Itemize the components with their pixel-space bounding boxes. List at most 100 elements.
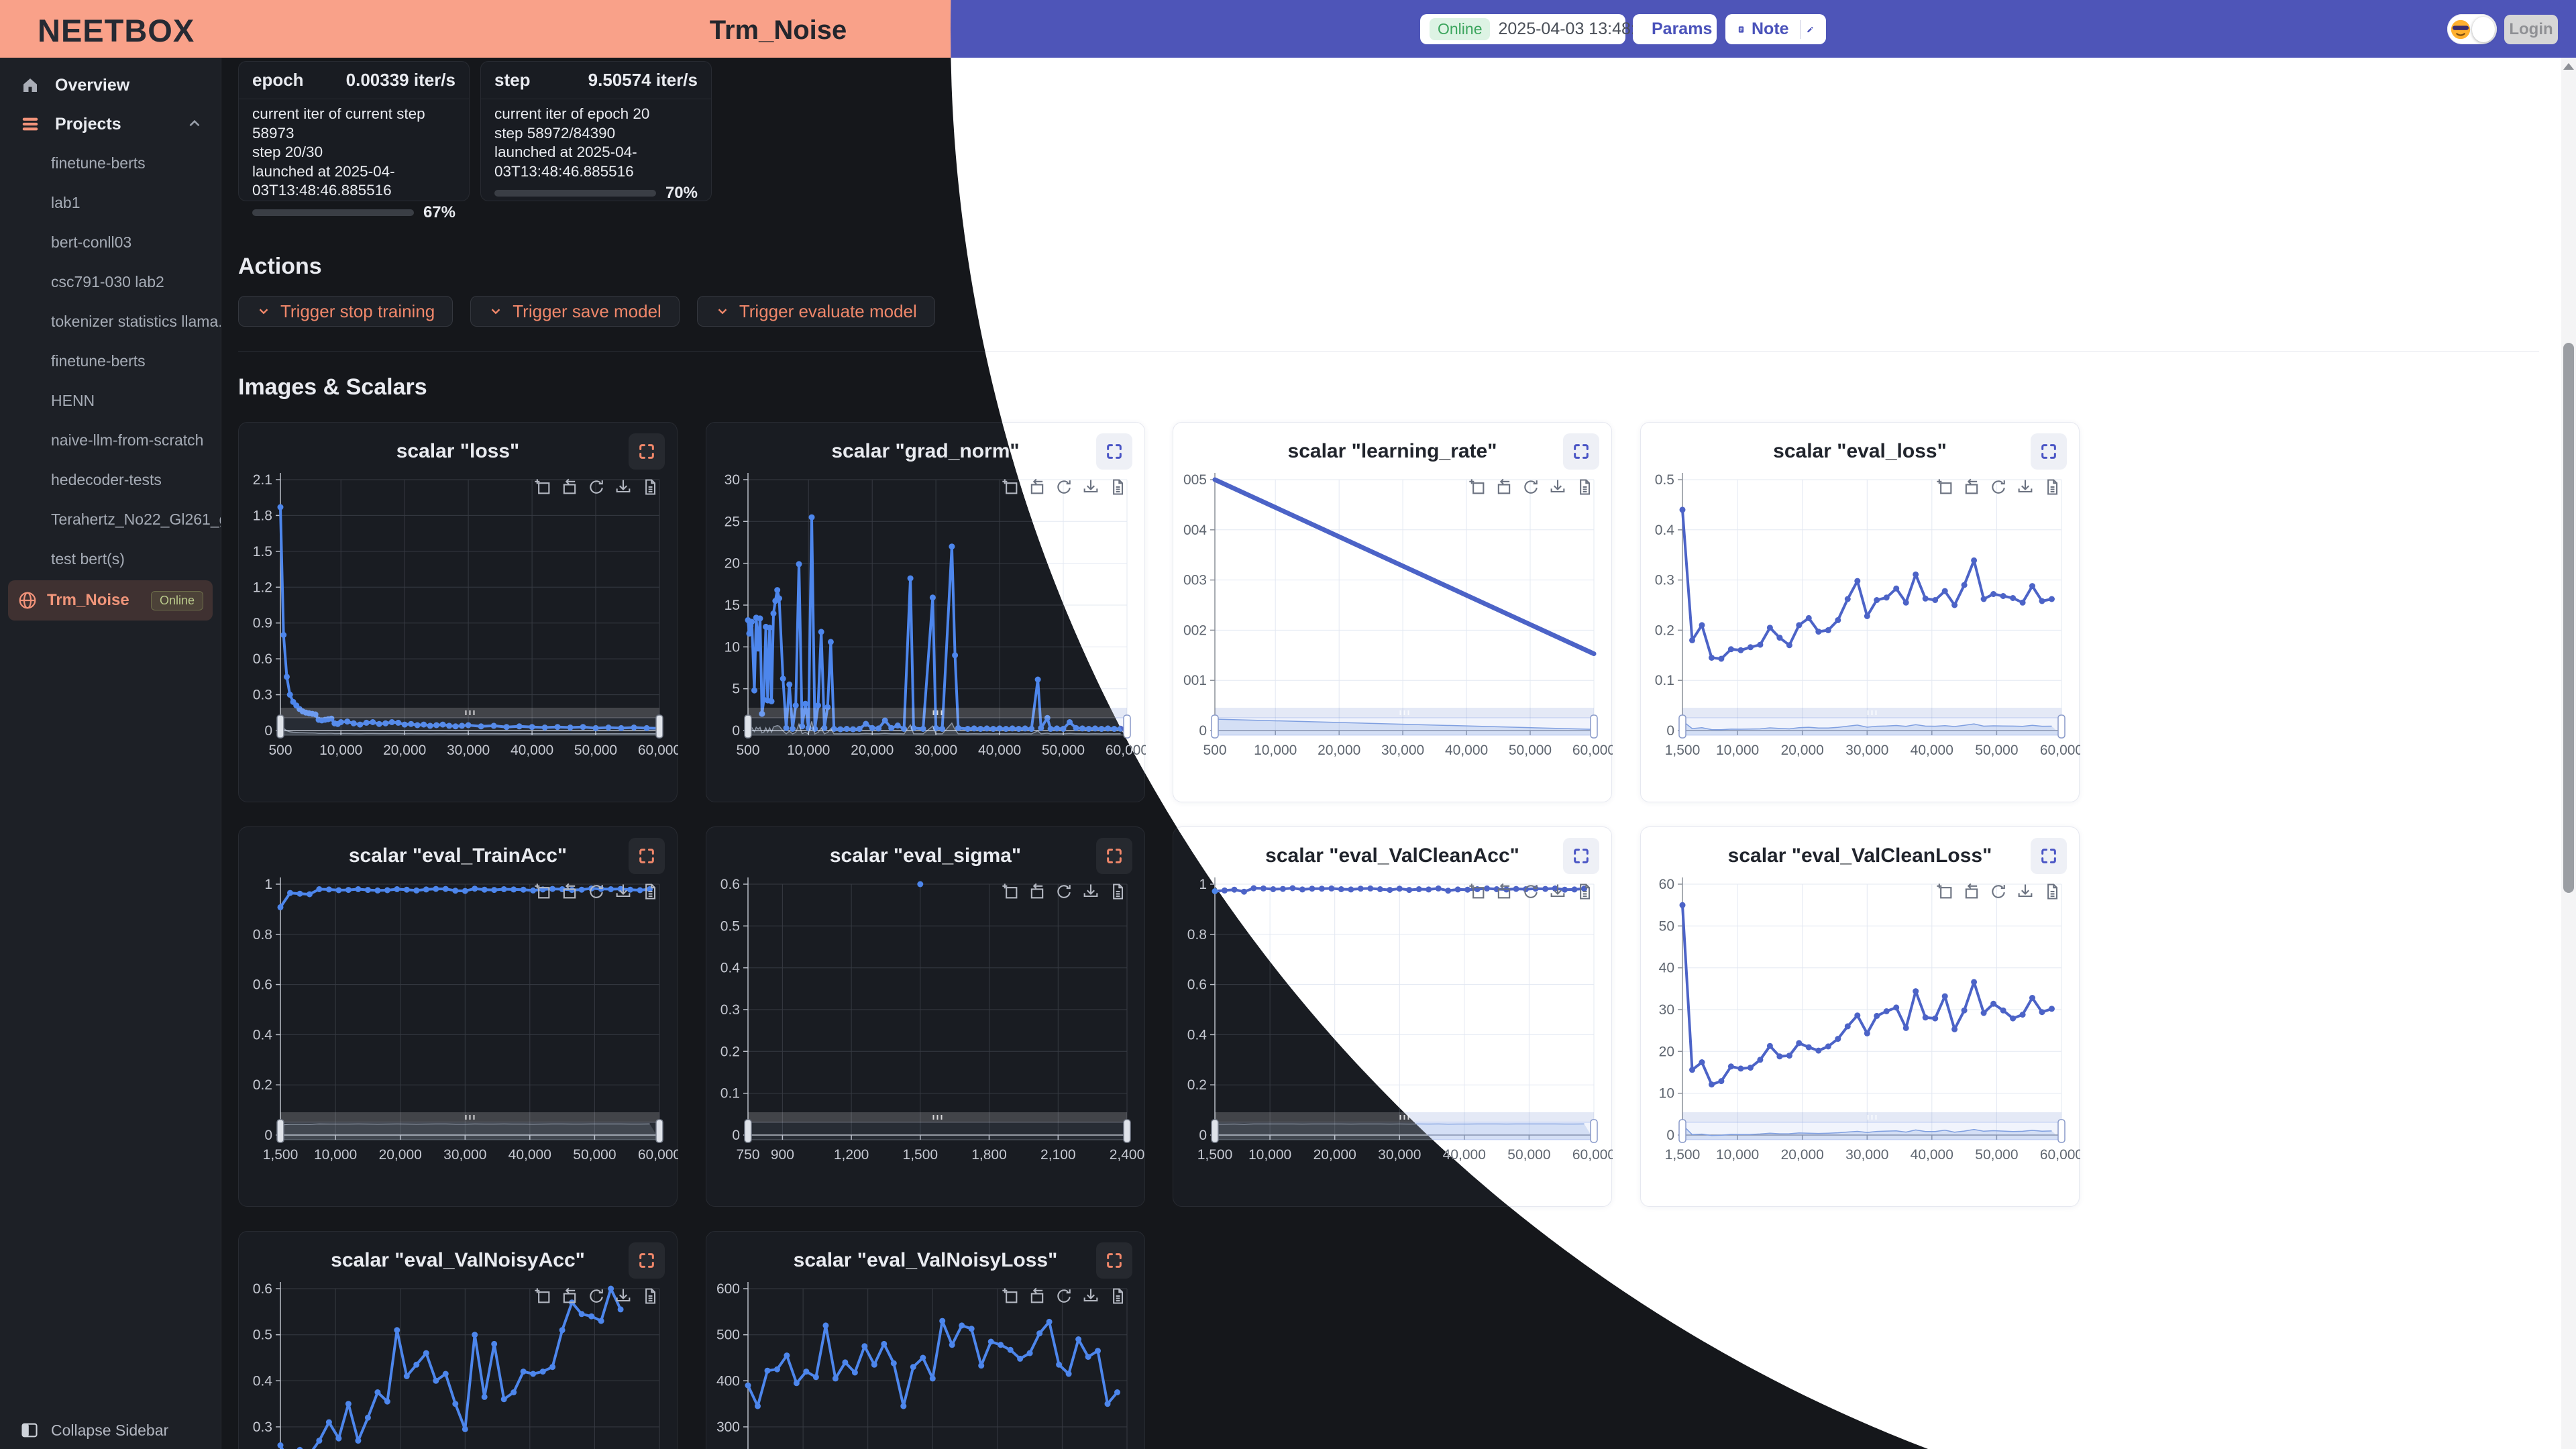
data-view-icon[interactable]	[1108, 478, 1127, 496]
active-project-name: Trm_Noise	[47, 591, 129, 609]
online-badge: Online	[150, 590, 203, 610]
expand-icon[interactable]	[629, 838, 665, 874]
sidebar-project-item[interactable]: csc791-030 lab2	[51, 273, 164, 290]
download-icon[interactable]	[1081, 1287, 1100, 1305]
refresh-icon[interactable]	[1055, 1287, 1073, 1305]
expand-icon[interactable]	[2031, 433, 2067, 470]
login-button[interactable]: Login	[2504, 15, 2558, 44]
download-icon[interactable]	[614, 1287, 633, 1305]
menu-icon	[22, 117, 38, 131]
download-icon[interactable]	[2016, 882, 2035, 901]
params-button[interactable]: Params	[1633, 14, 1717, 44]
data-view-icon[interactable]	[1108, 882, 1127, 901]
scrollbar[interactable]	[2561, 58, 2576, 1449]
download-icon[interactable]	[1081, 478, 1100, 496]
download-icon[interactable]	[614, 882, 633, 901]
download-icon[interactable]	[614, 478, 633, 496]
data-view-icon[interactable]	[1108, 1287, 1127, 1305]
refresh-icon[interactable]	[1521, 882, 1540, 901]
data-view-icon[interactable]	[1575, 478, 1594, 496]
expand-icon[interactable]	[2031, 838, 2067, 874]
toggle-knob[interactable]	[2472, 16, 2495, 42]
sidebar-project-item[interactable]: test bert(s)	[51, 550, 125, 568]
data-view-icon[interactable]	[641, 882, 659, 901]
sidebar-item-overview[interactable]: Overview	[0, 66, 221, 105]
zoom-box-icon[interactable]	[1468, 478, 1487, 496]
expand-icon[interactable]	[1096, 1242, 1132, 1279]
expand-icon[interactable]	[629, 1242, 665, 1279]
refresh-icon[interactable]	[587, 1287, 606, 1305]
chart-card-eval_ValCleanLoss: 1,500 10,000 20,000 30,000 40,000 50,000 60,00…	[1640, 826, 2080, 1207]
sidebar-project-item[interactable]: lab1	[51, 194, 80, 211]
actions-row: Trigger stop training Trigger save model T…	[238, 296, 935, 327]
restore-icon[interactable]	[1962, 882, 1981, 901]
restore-icon[interactable]	[1962, 478, 1981, 496]
data-view-icon[interactable]	[1575, 882, 1594, 901]
restore-icon[interactable]	[560, 478, 579, 496]
run-select[interactable]: Online 2025-04-03 13:48:43	[1420, 14, 1654, 44]
refresh-icon[interactable]	[1989, 478, 2008, 496]
scrollbar-thumb[interactable]	[2563, 343, 2574, 893]
restore-icon[interactable]	[560, 882, 579, 901]
refresh-icon[interactable]	[587, 478, 606, 496]
restore-icon[interactable]	[560, 1287, 579, 1305]
data-view-icon[interactable]	[2043, 478, 2061, 496]
note-button[interactable]: Note	[1725, 14, 1826, 44]
zoom-box-icon[interactable]	[1001, 882, 1020, 901]
chart-card-eval_sigma: 750 900 1,200 1,500 1,800 2,100 2,400 0 0.1 0.2 0.…	[706, 826, 1145, 1207]
restore-icon[interactable]	[1028, 1287, 1046, 1305]
expand-icon[interactable]	[1096, 433, 1132, 470]
sidebar-project-item[interactable]: finetune-berts	[51, 352, 146, 370]
zoom-box-icon[interactable]	[1935, 882, 1954, 901]
collapse-sidebar-button[interactable]: Collapse Sidebar	[20, 1421, 168, 1440]
zoom-box-icon[interactable]	[1935, 478, 1954, 496]
globe-icon	[19, 592, 36, 609]
download-icon[interactable]	[2016, 478, 2035, 496]
svg-text:60: 60	[1659, 877, 1674, 892]
sidebar-project-item[interactable]: Terahertz_No22_Gl261_gl...	[51, 511, 221, 528]
refresh-icon[interactable]	[1989, 882, 2008, 901]
expand-icon[interactable]	[629, 433, 665, 470]
theme-toggle[interactable]	[2447, 14, 2497, 44]
restore-icon[interactable]	[1495, 478, 1513, 496]
page-title: Trm_Noise	[709, 15, 847, 45]
refresh-icon[interactable]	[1055, 478, 1073, 496]
zoom-box-icon[interactable]	[533, 882, 552, 901]
scroll-up-arrow[interactable]	[2563, 63, 2574, 70]
action-button-trigger-stop-training[interactable]: Trigger stop training	[238, 296, 453, 327]
refresh-icon[interactable]	[1521, 478, 1540, 496]
sidebar-project-item[interactable]: tokenizer statistics llama...	[51, 313, 221, 330]
download-icon[interactable]	[1548, 478, 1567, 496]
expand-icon[interactable]	[1563, 838, 1599, 874]
chart-toolbar	[533, 478, 659, 496]
sidebar-item-projects[interactable]: Projects	[0, 105, 221, 144]
data-view-icon[interactable]	[641, 1287, 659, 1305]
sidebar-project-item[interactable]: HENN	[51, 392, 95, 409]
sidebar-project-item[interactable]: finetune-berts	[51, 154, 146, 172]
chart-card-eval_ValNoisyAcc: 1,50010,00020,00030,00040,00050,00060,00…	[238, 1231, 678, 1449]
sidebar-item-trm-noise-active[interactable]: Trm_Noise Online	[8, 580, 213, 621]
refresh-icon[interactable]	[587, 882, 606, 901]
sidebar-project-item[interactable]: naive-llm-from-scratch	[51, 431, 204, 449]
zoom-box-icon[interactable]	[1001, 478, 1020, 496]
sidebar-project-item[interactable]: bert-conll03	[51, 233, 132, 251]
svg-text:50: 50	[1659, 918, 1674, 934]
restore-icon[interactable]	[1028, 478, 1046, 496]
data-view-icon[interactable]	[2043, 882, 2061, 901]
expand-icon[interactable]	[1563, 433, 1599, 470]
restore-icon[interactable]	[1028, 882, 1046, 901]
sidebar-project-item[interactable]: hedecoder-tests	[51, 471, 162, 488]
download-icon[interactable]	[1548, 882, 1567, 901]
zoom-box-icon[interactable]	[533, 478, 552, 496]
refresh-icon[interactable]	[1055, 882, 1073, 901]
restore-icon[interactable]	[1495, 882, 1513, 901]
pencil-icon[interactable]	[1807, 21, 1814, 38]
action-button-trigger-save-model[interactable]: Trigger save model	[470, 296, 680, 327]
data-view-icon[interactable]	[641, 478, 659, 496]
zoom-box-icon[interactable]	[1468, 882, 1487, 901]
zoom-box-icon[interactable]	[533, 1287, 552, 1305]
expand-icon[interactable]	[1096, 838, 1132, 874]
zoom-box-icon[interactable]	[1001, 1287, 1020, 1305]
download-icon[interactable]	[1081, 882, 1100, 901]
action-button-trigger-evaluate-model[interactable]: Trigger evaluate model	[696, 296, 935, 327]
